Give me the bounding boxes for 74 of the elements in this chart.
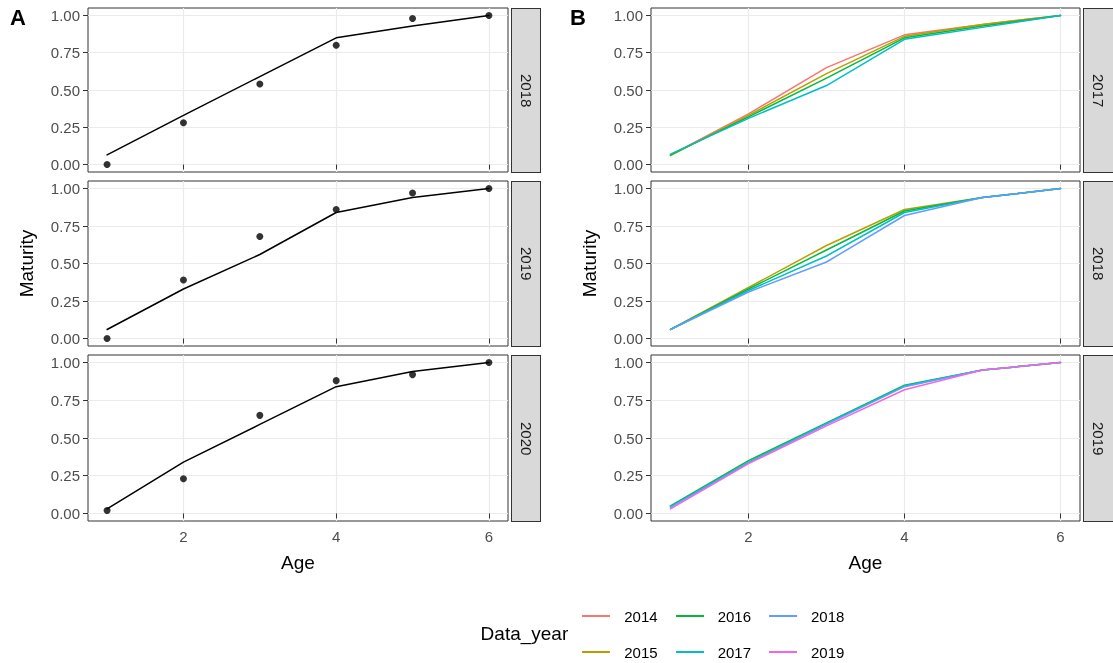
point [485, 185, 493, 192]
x-tick-label: 6 [484, 528, 494, 545]
y-tick-label: 0.75 [613, 217, 643, 235]
point [485, 11, 493, 19]
text: 2018 [517, 73, 535, 108]
legend-label: 2017 [717, 643, 752, 661]
point [256, 411, 264, 419]
legend-label: 2018 [811, 607, 845, 625]
legend-title: Data_year [480, 623, 569, 645]
y-tick-label: 0.50 [50, 255, 80, 272]
x-axis-title: Age [848, 552, 883, 573]
point [103, 335, 111, 342]
x-tick-label: 2 [179, 528, 188, 545]
point [179, 119, 187, 127]
y-tick-label: 0.25 [50, 467, 80, 485]
y-tick-label: 0.00 [613, 156, 643, 174]
y-tick-label: 0.50 [50, 81, 80, 99]
chart-title: B [570, 4, 586, 30]
x-tick-label: 6 [1056, 528, 1065, 545]
y-tick-label: 0.00 [613, 330, 643, 347]
point [485, 359, 493, 367]
y-tick-label: 0.25 [50, 292, 80, 310]
point [409, 189, 417, 197]
x-tick-label: 2 [744, 528, 753, 545]
x-tick-label: 4 [332, 528, 341, 545]
y-tick-label: 0.00 [50, 156, 80, 174]
chart-title: A [10, 4, 26, 30]
point [332, 206, 340, 213]
text: 2019 [1090, 421, 1107, 456]
legend-label: 2016 [717, 607, 752, 625]
y-tick-label: 0.75 [613, 391, 643, 409]
y-tick-label: 1.00 [613, 180, 643, 197]
y-tick-label: 1.00 [50, 6, 80, 24]
text: 2017 [1090, 73, 1107, 108]
x-tick-label: 4 [900, 528, 909, 545]
y-tick-label: 0.75 [50, 391, 80, 409]
y-axis-title: Maturity [579, 229, 600, 298]
y-tick-label: 0.75 [613, 44, 643, 62]
point [332, 377, 340, 385]
point [256, 80, 264, 88]
point [332, 41, 340, 49]
y-tick-label: 1.00 [613, 354, 643, 372]
y-tick-label: 0.00 [50, 504, 80, 522]
y-tick-label: 1.00 [50, 180, 80, 197]
y-tick-label: 0.00 [50, 330, 80, 347]
point [409, 14, 417, 22]
point [256, 233, 264, 240]
text: 2020 [517, 421, 535, 456]
y-tick-label: 0.75 [50, 217, 80, 235]
y-tick-label: 0.25 [613, 467, 643, 485]
y-axis-title: Maturity [16, 229, 37, 298]
y-tick-label: 0.50 [50, 429, 80, 447]
y-tick-label: 0.50 [613, 429, 643, 447]
y-tick-label: 0.25 [613, 118, 643, 136]
point [179, 276, 187, 284]
point [103, 161, 111, 169]
y-tick-label: 0.75 [50, 44, 80, 62]
y-tick-label: 0.25 [613, 292, 643, 310]
legend-label: 2019 [811, 643, 845, 661]
y-tick-label: 1.00 [50, 354, 80, 372]
y-tick-label: 1.00 [613, 6, 643, 24]
line-series [669, 187, 1062, 331]
y-tick-label: 0.50 [613, 81, 643, 99]
y-tick-label: 0.25 [50, 118, 80, 136]
y-tick-label: 0.50 [613, 255, 643, 272]
y-tick-label: 0.00 [613, 504, 643, 522]
point [179, 475, 187, 483]
x-axis-title: Age [281, 552, 315, 573]
legend-label: 2015 [624, 643, 658, 661]
text: 2018 [1090, 247, 1107, 281]
text: 2019 [517, 247, 535, 281]
point [103, 506, 111, 514]
legend-label: 2014 [624, 607, 658, 625]
point [409, 371, 417, 379]
